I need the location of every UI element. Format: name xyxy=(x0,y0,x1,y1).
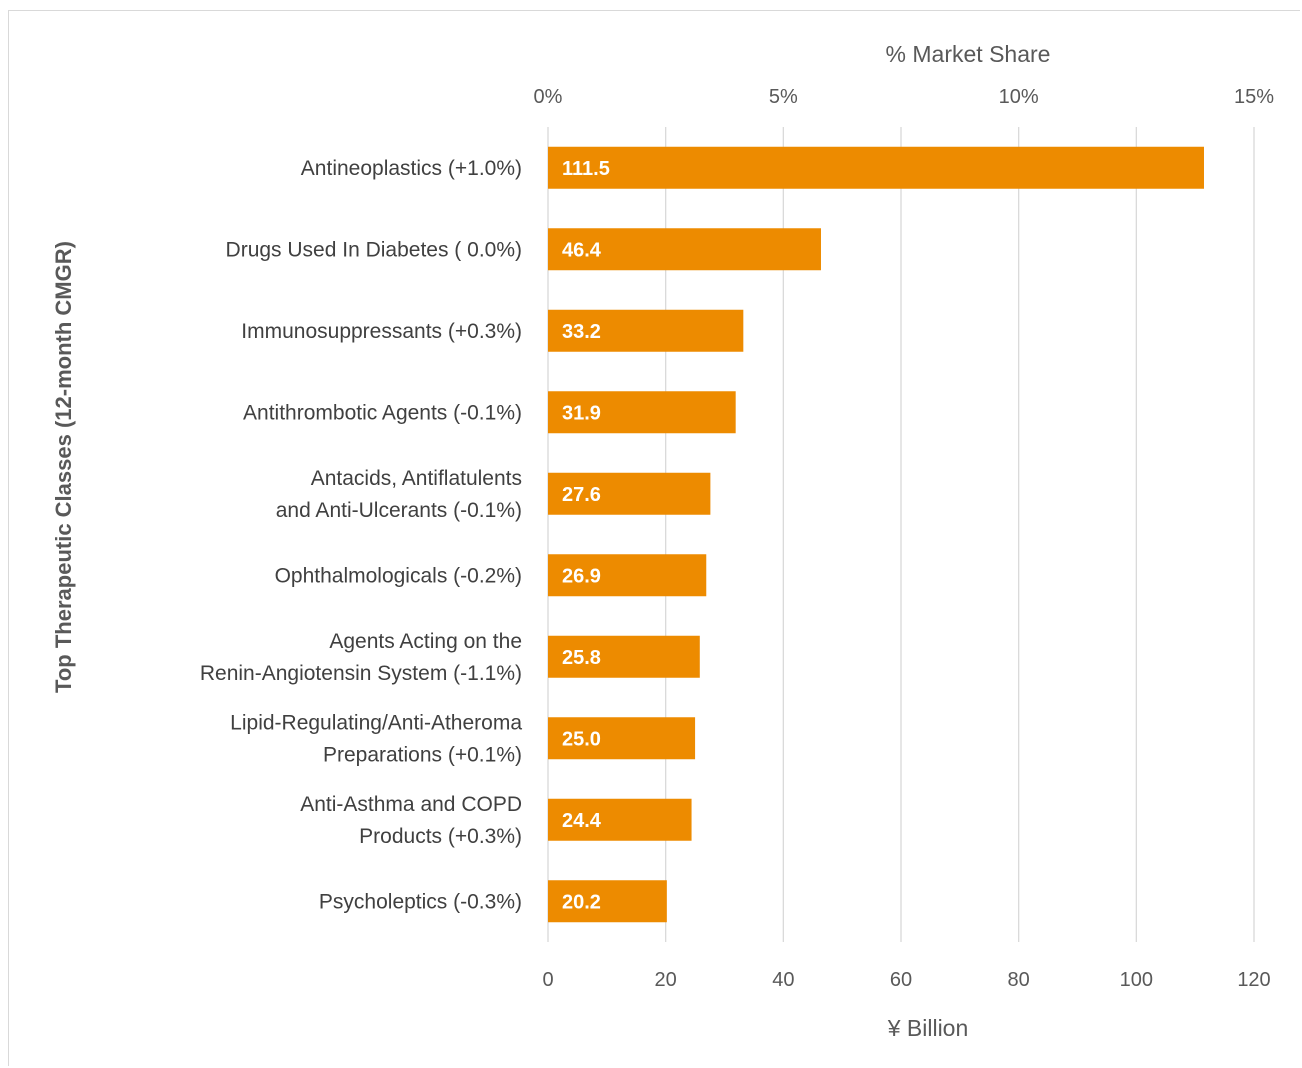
bars: 111.5 46.4 33.2 31.9 27.6 26.9 25.8 25.0 24.4 20.… xyxy=(548,146,1204,923)
bar-value-label: 31.9 xyxy=(562,402,601,424)
bar xyxy=(548,472,711,515)
category-label-line: Preparations (+0.1%) xyxy=(323,743,522,766)
category-label-line: Antacids, Antiflatulents xyxy=(311,467,522,490)
secondary-tick-label: 5% xyxy=(769,86,798,108)
bar xyxy=(548,798,692,841)
x-axis-title: ¥ Billion xyxy=(887,1015,969,1041)
chart-frame xyxy=(8,10,1300,1066)
bar xyxy=(548,635,700,678)
secondary-axis-title: % Market Share xyxy=(886,41,1051,67)
category-label: Antineoplastics (+1.0%) xyxy=(301,157,522,180)
bar xyxy=(548,309,744,352)
category-label: Anti-Asthma and COPD Products (+0.3%) xyxy=(300,793,522,848)
category-label-line: and Anti-Ulcerants (-0.1%) xyxy=(276,499,522,522)
bar-value-label: 46.4 xyxy=(562,239,602,261)
y-axis-title: Top Therapeutic Classes (12-month CMGR) xyxy=(51,241,76,693)
category-label-line: Products (+0.3%) xyxy=(359,825,522,848)
x-tick-label: 120 xyxy=(1237,969,1270,991)
x-axis-ticks: 0 20 40 60 80 100 120 xyxy=(542,969,1270,991)
bar-value-label: 111.5 xyxy=(562,158,610,180)
x-tick-label: 20 xyxy=(655,969,677,991)
bar-value-label: 33.2 xyxy=(562,321,601,343)
bar xyxy=(548,146,1204,189)
secondary-axis-ticks: 0% 5% 10% 15% xyxy=(534,86,1275,108)
category-label-line: Antineoplastics (+1.0%) xyxy=(301,157,522,180)
bar xyxy=(548,880,667,923)
category-label: Drugs Used In Diabetes ( 0.0%) xyxy=(226,238,522,261)
x-tick-label: 80 xyxy=(1008,969,1030,991)
secondary-tick-label: 15% xyxy=(1234,86,1274,108)
category-label: Psycholeptics (-0.3%) xyxy=(319,890,522,913)
category-label: Ophthalmologicals (-0.2%) xyxy=(275,564,522,587)
category-label-line: Renin-Angiotensin System (-1.1%) xyxy=(200,662,522,685)
x-tick-label: 40 xyxy=(772,969,794,991)
category-label: Agents Acting on the Renin-Angiotensin Sy… xyxy=(200,630,522,685)
x-tick-label: 100 xyxy=(1120,969,1153,991)
category-label-line: Agents Acting on the xyxy=(329,630,522,653)
category-label-line: Ophthalmologicals (-0.2%) xyxy=(275,564,522,587)
category-label: Antacids, Antiflatulents and Anti-Ulceran… xyxy=(276,467,522,522)
bar-value-label: 26.9 xyxy=(562,565,601,587)
bar-value-label: 25.8 xyxy=(562,647,601,669)
bar-value-label: 27.6 xyxy=(562,484,601,506)
bar-value-label: 20.2 xyxy=(562,891,601,913)
bar xyxy=(548,554,707,597)
x-tick-label: 0 xyxy=(542,969,553,991)
category-label: Lipid-Regulating/Anti-Atheroma Preparatio… xyxy=(230,711,522,766)
category-label-line: Psycholeptics (-0.3%) xyxy=(319,890,522,913)
bar-value-label: 25.0 xyxy=(562,728,601,750)
category-labels: Antineoplastics (+1.0%) Drugs Used In Dia… xyxy=(200,157,522,914)
bar-value-label: 24.4 xyxy=(562,810,602,832)
category-label: Antithrombotic Agents (-0.1%) xyxy=(243,401,522,424)
x-tick-label: 60 xyxy=(890,969,912,991)
category-label-line: Antithrombotic Agents (-0.1%) xyxy=(243,401,522,424)
category-label: Immunosuppressants (+0.3%) xyxy=(241,320,522,343)
bar xyxy=(548,717,696,760)
category-label-line: Immunosuppressants (+0.3%) xyxy=(241,320,522,343)
category-label-line: Drugs Used In Diabetes ( 0.0%) xyxy=(226,238,522,261)
bar xyxy=(548,391,736,434)
category-label-line: Lipid-Regulating/Anti-Atheroma xyxy=(230,711,522,734)
secondary-tick-label: 0% xyxy=(534,86,563,108)
category-label-line: Anti-Asthma and COPD xyxy=(300,793,522,816)
secondary-tick-label: 10% xyxy=(999,86,1039,108)
bar xyxy=(548,228,821,271)
